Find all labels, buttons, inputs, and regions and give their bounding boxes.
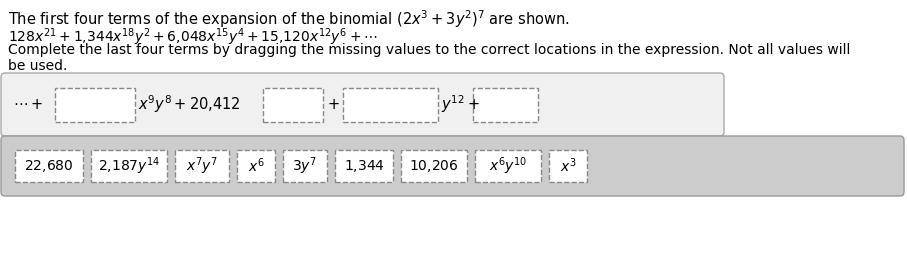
Text: Complete the last four terms by dragging the missing values to the correct locat: Complete the last four terms by dragging…: [8, 43, 851, 57]
Text: $3y^7$: $3y^7$: [292, 155, 317, 177]
Bar: [55, 87, 135, 122]
Text: $22{,}680$: $22{,}680$: [24, 158, 73, 174]
Bar: [237, 150, 275, 182]
Text: $1{,}344$: $1{,}344$: [344, 158, 385, 174]
Text: $x^7y^7$: $x^7y^7$: [186, 155, 218, 177]
Bar: [343, 87, 438, 122]
Text: $y^{12} +$: $y^{12} +$: [441, 94, 480, 115]
Bar: [175, 150, 229, 182]
Text: $2{,}187y^{14}$: $2{,}187y^{14}$: [98, 155, 161, 177]
Bar: [475, 150, 541, 182]
Bar: [91, 150, 167, 182]
Bar: [15, 150, 83, 182]
Text: The first four terms of the expansion of the binomial $(2x^3 + 3y^2)^7$ are show: The first four terms of the expansion of…: [8, 8, 570, 30]
Bar: [473, 87, 538, 122]
Text: $128x^{21} + 1{,}344x^{18}y^2 + 6{,}048x^{15}y^4 + 15{,}120x^{12}y^6 + \cdots$: $128x^{21} + 1{,}344x^{18}y^2 + 6{,}048x…: [8, 26, 377, 48]
Text: $10{,}206$: $10{,}206$: [409, 158, 459, 174]
Text: $x^9y^8 + 20{,}412$: $x^9y^8 + 20{,}412$: [138, 94, 240, 115]
Bar: [283, 150, 327, 182]
Bar: [401, 150, 467, 182]
Text: $\cdots +$: $\cdots +$: [13, 97, 44, 112]
Text: $x^6$: $x^6$: [248, 157, 264, 175]
FancyBboxPatch shape: [1, 136, 904, 196]
FancyBboxPatch shape: [1, 73, 724, 136]
Text: $x^6y^{10}$: $x^6y^{10}$: [489, 155, 527, 177]
Bar: [263, 87, 323, 122]
Text: $x^3$: $x^3$: [560, 157, 576, 175]
Bar: [335, 150, 393, 182]
Text: $+$: $+$: [327, 97, 339, 112]
Text: be used.: be used.: [8, 59, 67, 73]
Bar: [549, 150, 587, 182]
